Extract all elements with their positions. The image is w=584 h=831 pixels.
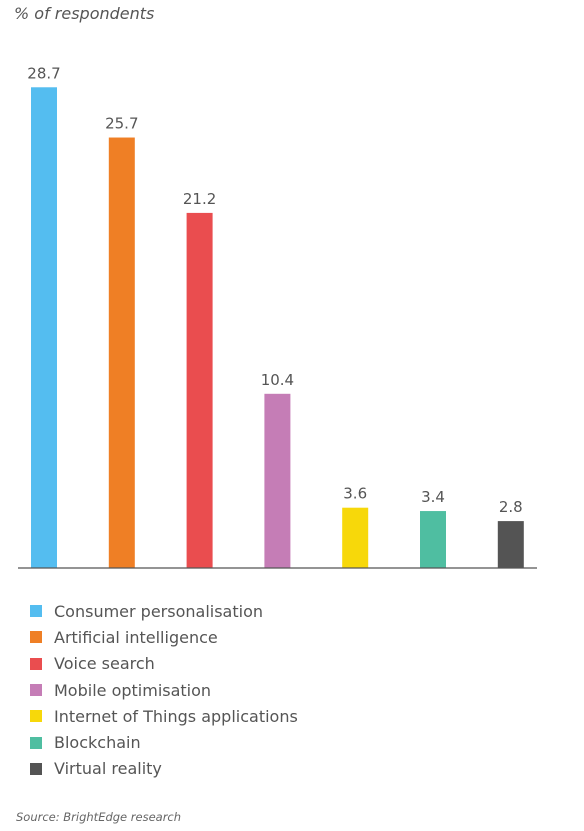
bar-5 [342, 507, 369, 568]
legend-item: Blockchain [30, 729, 298, 755]
legend-swatch [30, 762, 42, 775]
legend-item: Virtual reality [30, 756, 298, 782]
bar-4 [264, 393, 291, 568]
bar-7 [497, 521, 524, 568]
bar-2 [108, 137, 135, 568]
value-label-6: 3.4 [421, 488, 445, 506]
legend-label: Voice search [54, 654, 155, 674]
value-labels-group: 28.7 25.7 21.2 10.4 3.6 3.4 2.8 [27, 64, 522, 516]
legend-item: Artificial intelligence [30, 624, 298, 650]
value-label-3: 21.2 [183, 190, 216, 208]
legend-label: Mobile optimisation [54, 680, 212, 700]
bar-1 [31, 87, 57, 569]
legend-swatch [30, 631, 42, 644]
value-label-5: 3.6 [343, 485, 367, 503]
value-label-4: 10.4 [261, 371, 294, 389]
legend-swatch [30, 710, 42, 723]
bars-group [31, 87, 524, 569]
source-note: Source: BrightEdge research [16, 810, 182, 824]
legend-label: Consumer personalisation [54, 601, 263, 621]
bar-6 [420, 511, 446, 568]
legend-item: Voice search [30, 651, 298, 677]
legend-swatch [30, 657, 42, 670]
legend-item: Consumer personalisation [30, 598, 298, 624]
legend-swatch [30, 605, 42, 618]
legend-label: Blockchain [54, 733, 141, 753]
legend-swatch [30, 684, 42, 697]
legend-item: Mobile optimisation [30, 677, 298, 703]
legend: Consumer personalisation Artificial intel… [30, 598, 298, 782]
value-label-7: 2.8 [499, 498, 523, 516]
value-label-1: 28.7 [27, 64, 60, 82]
legend-label: Internet of Things applications [54, 706, 298, 726]
bar-chart: 28.7 25.7 21.2 10.4 3.6 3.4 2.8 [18, 64, 537, 569]
value-label-2: 25.7 [105, 115, 138, 133]
legend-swatch [30, 736, 42, 749]
legend-label: Artificial intelligence [54, 627, 218, 647]
bar-3 [186, 212, 213, 568]
y-axis-label: % of respondents [14, 4, 155, 23]
legend-item: Internet of Things applications [30, 703, 298, 729]
legend-label: Virtual reality [54, 759, 162, 779]
